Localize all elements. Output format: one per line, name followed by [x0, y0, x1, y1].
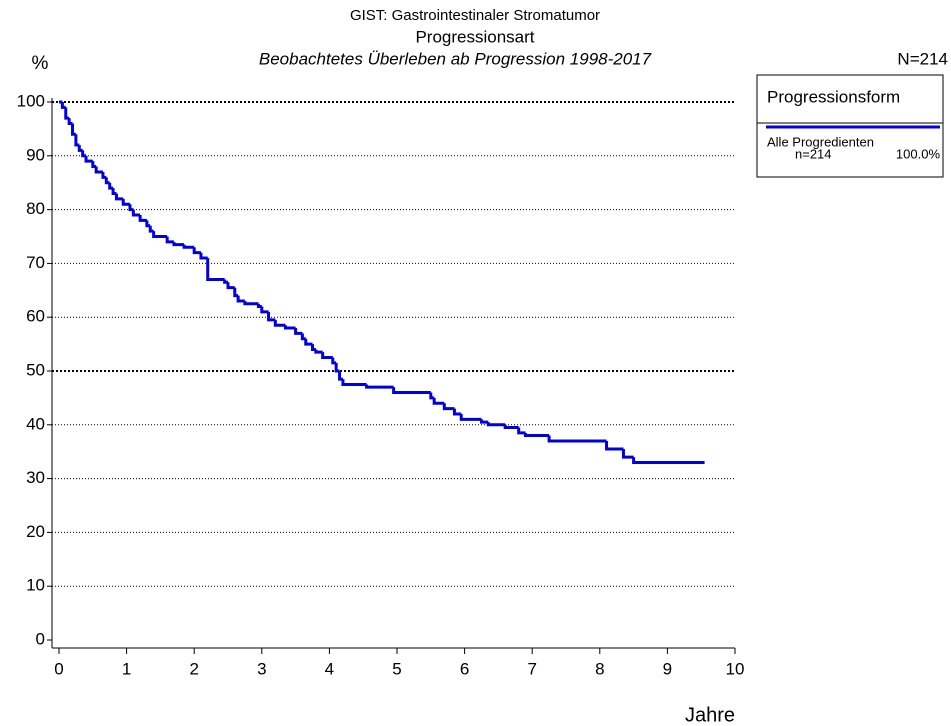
chart-title: GIST: Gastrointestinaler Stromatumor — [350, 7, 600, 24]
survival-step — [182, 244, 195, 249]
survival-step — [145, 220, 151, 228]
y-axis-label: % — [32, 53, 49, 74]
survival-step — [273, 319, 286, 327]
survival-step — [442, 403, 455, 411]
survival-step — [172, 241, 185, 247]
survival-step — [283, 325, 296, 330]
survival-step — [81, 150, 87, 158]
survival-step — [192, 247, 201, 255]
x-tick-label: 0 — [54, 659, 63, 678]
chart-subtitle2: Beobachtetes Überleben ab Progression 19… — [259, 49, 652, 68]
x-tick-label: 8 — [595, 659, 604, 678]
y-tick-label: 50 — [26, 360, 45, 379]
survival-step — [91, 161, 97, 169]
legend-n: n=214 — [795, 146, 832, 161]
survival-step — [314, 349, 323, 354]
survival-step — [338, 371, 343, 381]
survival-step — [152, 231, 168, 238]
survival-step — [517, 427, 526, 435]
x-tick-label: 7 — [527, 659, 536, 678]
survival-step — [165, 236, 174, 244]
y-tick-label: 10 — [26, 576, 45, 595]
x-axis-label: Jahre — [685, 704, 735, 726]
survival-step — [114, 193, 124, 201]
survival-step — [294, 327, 303, 335]
survival-step — [121, 198, 130, 206]
survival-step — [223, 279, 228, 284]
y-tick-label: 60 — [26, 307, 45, 326]
survival-step — [104, 177, 110, 185]
survival-step — [64, 107, 70, 120]
survival-step — [94, 166, 103, 174]
survival-step — [260, 306, 269, 314]
survival-step — [128, 204, 134, 212]
y-tick-label: 20 — [26, 522, 45, 541]
survival-step — [74, 134, 80, 147]
y-tick-label: 70 — [26, 253, 45, 272]
survival-step — [311, 344, 316, 351]
survival-step — [429, 392, 435, 400]
survival-step — [605, 440, 624, 451]
survival-step — [77, 145, 83, 152]
legend-title: Progressionsform — [767, 87, 900, 106]
survival-step — [71, 123, 76, 136]
y-tick-label: 0 — [36, 629, 45, 648]
survival-step — [108, 182, 114, 190]
survival-step — [459, 414, 482, 421]
y-tick-label: 100 — [17, 91, 45, 110]
survival-step — [341, 379, 367, 386]
n-label: N=214 — [897, 49, 948, 68]
survival-step — [206, 258, 225, 282]
survival-step — [331, 357, 337, 365]
survival-step — [233, 287, 239, 298]
survival-step — [321, 352, 333, 360]
x-tick-label: 10 — [726, 659, 745, 678]
legend-box — [756, 74, 944, 178]
survival-step — [523, 432, 550, 438]
survival-step — [392, 387, 431, 395]
survival-step — [67, 118, 73, 126]
survival-step — [148, 225, 154, 233]
legend-share: 100.0% — [896, 146, 941, 161]
survival-step — [300, 333, 306, 341]
chart-subtitle: Progressionsart — [415, 27, 534, 46]
x-tick-label: 2 — [189, 659, 198, 678]
survival-step — [256, 303, 262, 308]
survival-step — [236, 295, 245, 303]
x-tick-label: 3 — [257, 659, 266, 678]
survival-step — [480, 419, 489, 424]
x-tick-label: 6 — [460, 659, 469, 678]
survival-step — [503, 424, 519, 429]
survival-step — [365, 384, 394, 389]
y-tick-label: 40 — [26, 414, 45, 433]
survival-step — [334, 362, 340, 373]
survival-step — [632, 457, 705, 464]
survival-step — [131, 209, 141, 217]
survival-step — [304, 338, 313, 346]
survival-step — [486, 422, 506, 427]
x-tick-label: 4 — [325, 659, 334, 678]
survival-step — [138, 214, 147, 222]
survival-step — [452, 408, 462, 416]
survival-step — [267, 311, 276, 322]
survival-step — [226, 282, 235, 290]
y-tick-label: 90 — [26, 145, 45, 164]
x-tick-label: 5 — [392, 659, 401, 678]
y-tick-label: 80 — [26, 199, 45, 218]
survival-step — [432, 397, 445, 405]
survival-step — [199, 252, 208, 260]
y-tick-label: 30 — [26, 468, 45, 487]
survival-step — [243, 301, 259, 306]
x-tick-label: 9 — [663, 659, 672, 678]
legend-entry: Alle Progredienten — [767, 134, 874, 149]
survival-step — [101, 171, 107, 179]
survival-step — [111, 188, 117, 195]
survival-step — [547, 435, 607, 443]
survival-step — [84, 155, 93, 163]
x-tick-label: 1 — [122, 659, 131, 678]
survival-step — [621, 449, 634, 459]
